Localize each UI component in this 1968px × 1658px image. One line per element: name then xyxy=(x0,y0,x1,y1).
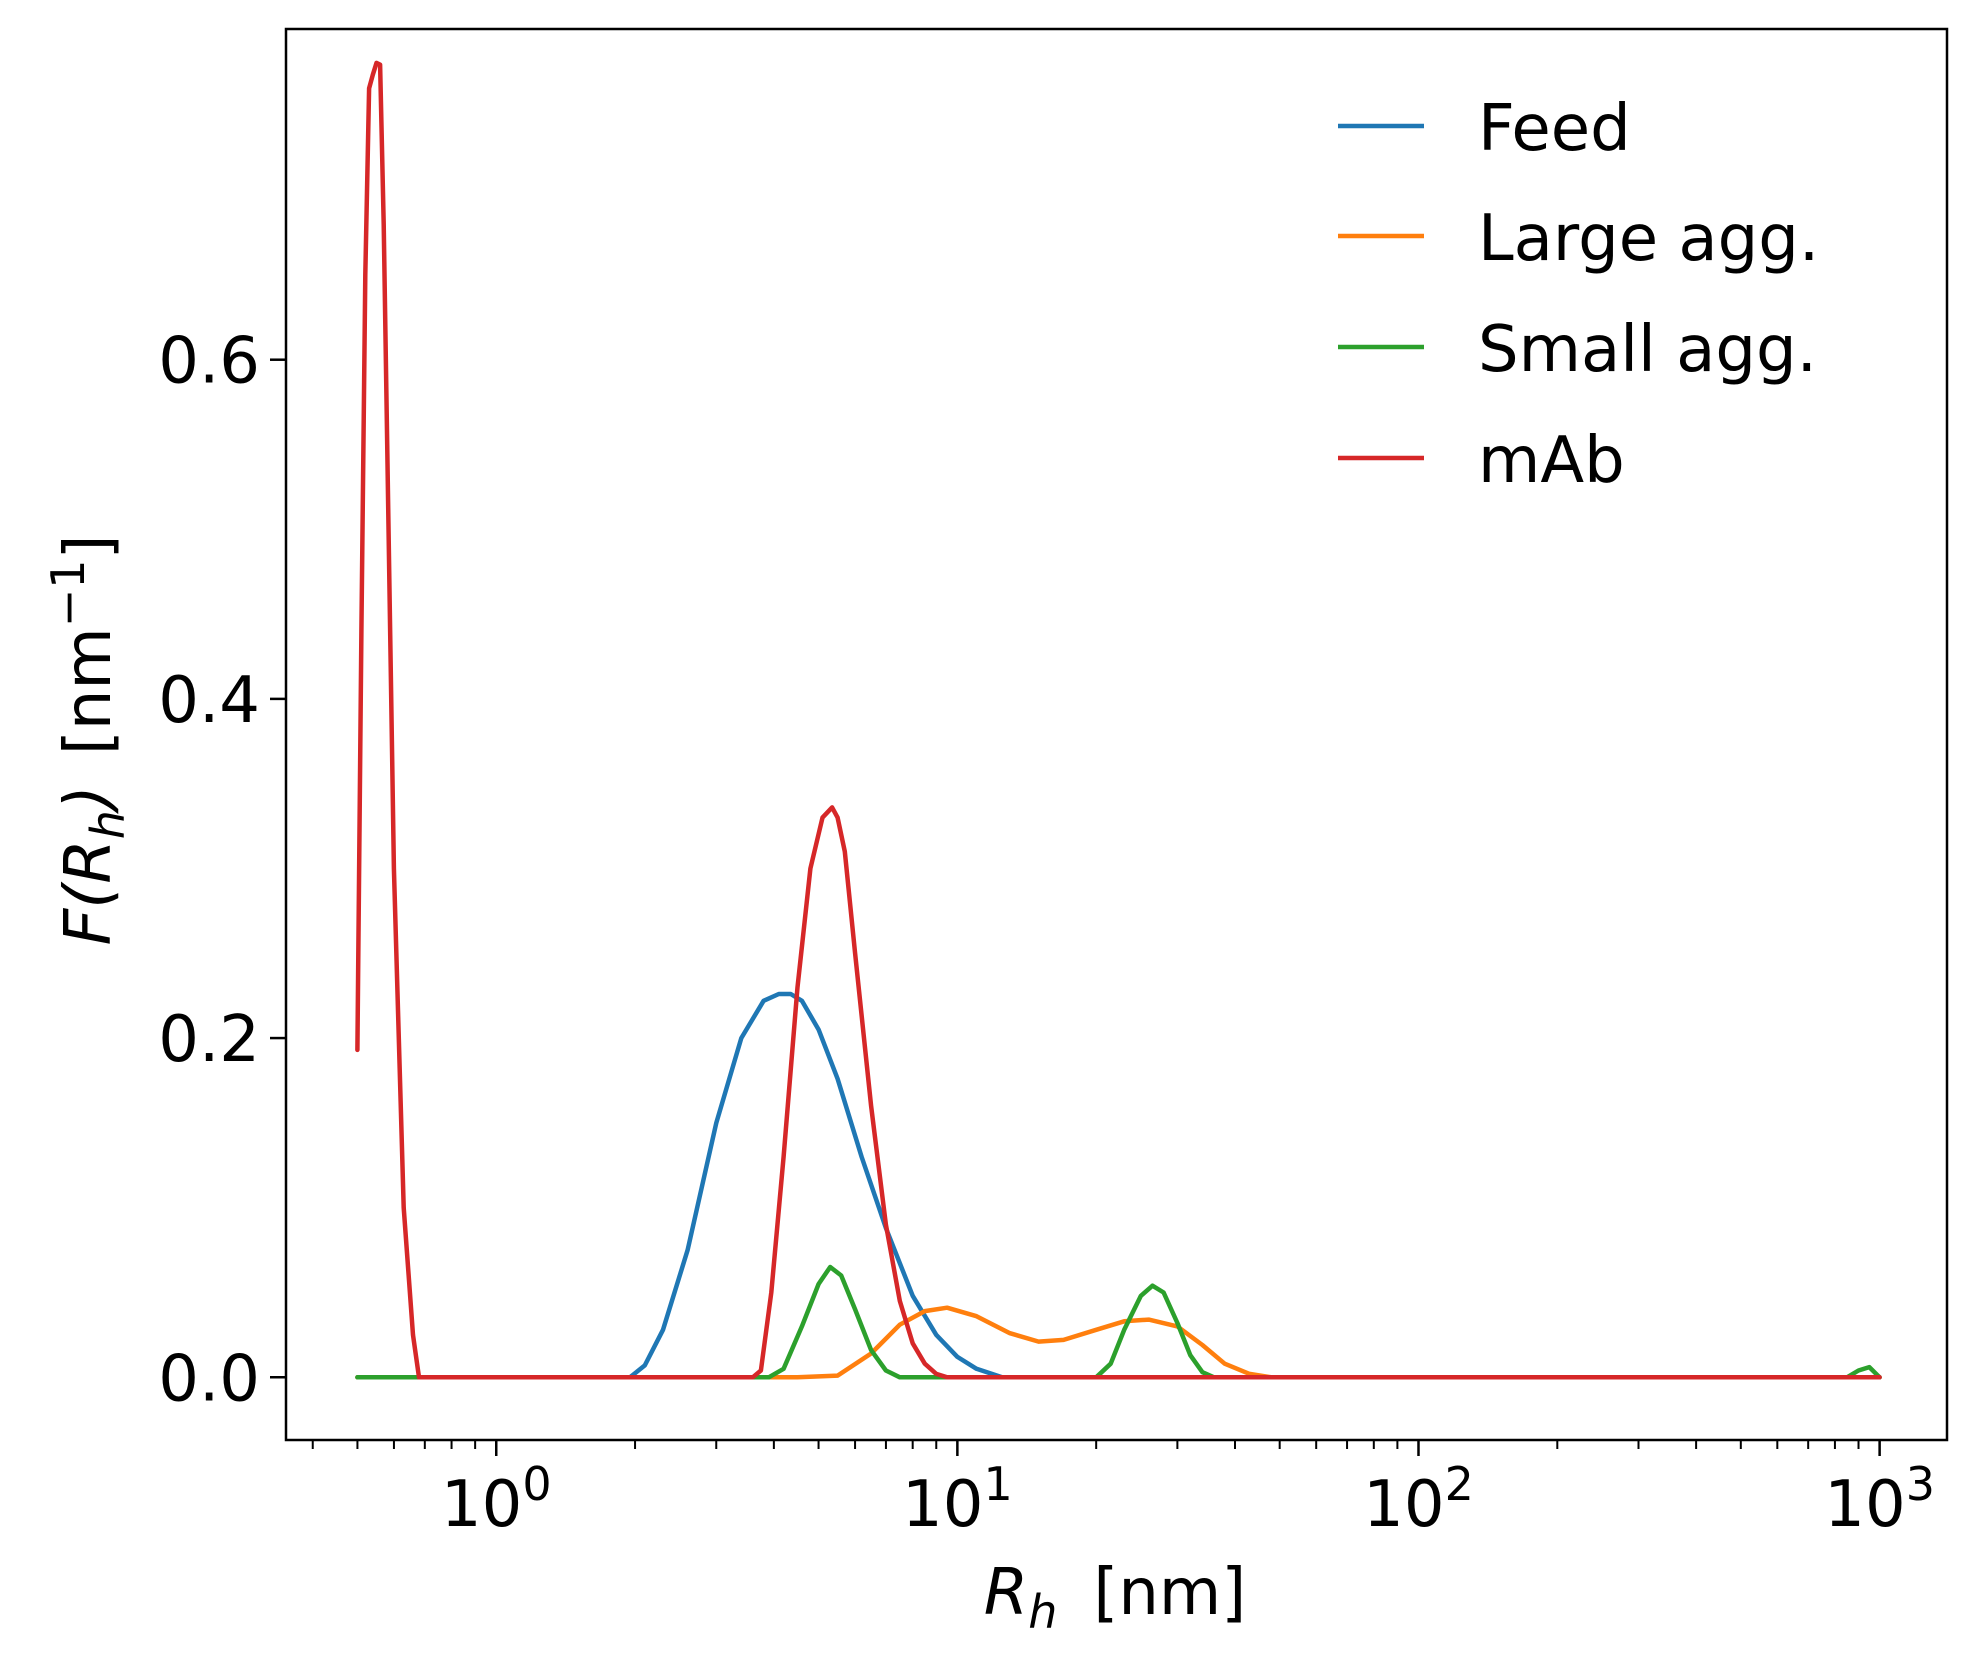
x-axis-label: Rh [nm] xyxy=(984,1556,1246,1639)
y-tick-label: 0.2 xyxy=(158,1003,260,1077)
y-tick-label: 0.4 xyxy=(158,664,260,738)
legend-label-feed: Feed xyxy=(1478,92,1631,166)
series-line-feed xyxy=(355,991,1882,1380)
y-axis: 0.0 0.2 0.4 0.6 xyxy=(158,325,286,1416)
series-line-mab xyxy=(355,60,1882,1380)
legend-item-large-agg: Large agg. xyxy=(1338,202,1819,276)
x-tick-label: 101 xyxy=(902,1457,1013,1542)
x-tick-label: 100 xyxy=(441,1457,552,1542)
y-axis-label: F(Rh)[nm−1] xyxy=(41,534,135,945)
legend-item-feed: Feed xyxy=(1338,92,1631,166)
x-tick-label: 103 xyxy=(1824,1457,1935,1542)
legend-item-small-agg: Small agg. xyxy=(1338,313,1817,387)
legend-label-mab: mAb xyxy=(1478,424,1625,498)
legend-item-mab: mAb xyxy=(1338,424,1625,498)
series-layer xyxy=(355,60,1882,1380)
legend: Feed Large agg. Small agg. mAb xyxy=(1338,92,1819,498)
legend-label-large-agg: Large agg. xyxy=(1478,202,1819,276)
x-axis: 100 101 102 103 xyxy=(311,1440,1935,1542)
legend-label-small-agg: Small agg. xyxy=(1478,313,1817,387)
y-tick-label: 0.6 xyxy=(158,325,260,399)
series-line-large-agg xyxy=(355,1305,1882,1380)
y-tick-label: 0.0 xyxy=(158,1342,260,1416)
x-tick-label: 102 xyxy=(1363,1457,1474,1542)
plot-frame xyxy=(284,27,1949,1442)
